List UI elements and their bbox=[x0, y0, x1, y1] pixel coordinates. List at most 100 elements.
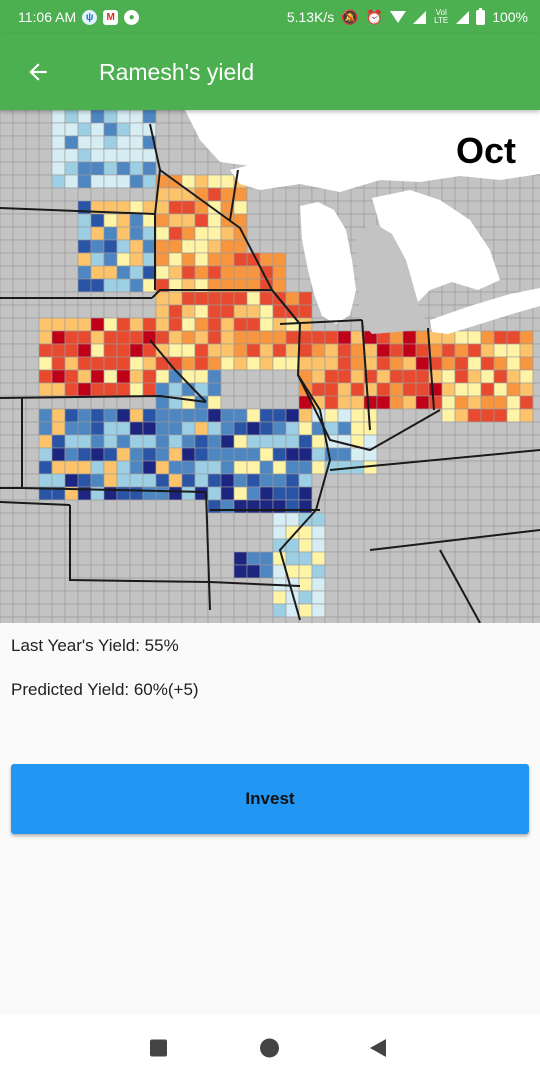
county-cell bbox=[350, 369, 365, 384]
county-cell bbox=[142, 200, 157, 215]
county-cell bbox=[363, 603, 378, 618]
county-cell bbox=[363, 616, 378, 623]
county-cell bbox=[233, 252, 248, 267]
county-cell bbox=[38, 447, 53, 462]
county-cell bbox=[363, 525, 378, 540]
county-cell bbox=[77, 278, 92, 293]
county-cell bbox=[12, 304, 27, 319]
county-cell bbox=[233, 382, 248, 397]
county-cell bbox=[233, 473, 248, 488]
county-cell bbox=[25, 226, 40, 241]
county-cell bbox=[207, 525, 222, 540]
county-cell bbox=[376, 369, 391, 384]
county-cell bbox=[467, 200, 482, 215]
county-cell bbox=[493, 382, 508, 397]
county-cell bbox=[402, 330, 417, 345]
county-cell bbox=[194, 577, 209, 592]
county-cell bbox=[90, 395, 105, 410]
county-cell bbox=[38, 434, 53, 449]
county-cell bbox=[12, 317, 27, 332]
county-cell bbox=[181, 512, 196, 527]
county-cell bbox=[25, 330, 40, 345]
county-cell bbox=[415, 551, 430, 566]
county-cell bbox=[181, 252, 196, 267]
county-cell bbox=[155, 616, 170, 623]
county-cell bbox=[51, 525, 66, 540]
county-cell bbox=[233, 239, 248, 254]
back-button[interactable] bbox=[0, 34, 76, 110]
county-cell bbox=[51, 174, 66, 189]
county-cell bbox=[493, 226, 508, 241]
county-cell bbox=[480, 603, 495, 618]
county-cell bbox=[12, 603, 27, 618]
county-cell bbox=[532, 174, 540, 189]
county-cell bbox=[233, 525, 248, 540]
county-cell bbox=[415, 525, 430, 540]
county-cell bbox=[532, 239, 540, 254]
county-cell bbox=[0, 174, 14, 189]
county-cell bbox=[103, 213, 118, 228]
county-cell bbox=[220, 356, 235, 371]
county-cell bbox=[64, 174, 79, 189]
county-cell bbox=[77, 330, 92, 345]
county-cell bbox=[220, 369, 235, 384]
county-cell bbox=[129, 512, 144, 527]
county-cell bbox=[350, 538, 365, 553]
county-cell bbox=[0, 265, 14, 280]
county-cell bbox=[38, 122, 53, 137]
county-cell bbox=[64, 538, 79, 553]
county-cell bbox=[12, 343, 27, 358]
county-cell bbox=[25, 213, 40, 228]
nav-back-button[interactable] bbox=[370, 1038, 386, 1057]
county-cell bbox=[142, 486, 157, 501]
county-cell bbox=[51, 161, 66, 176]
county-cell bbox=[181, 369, 196, 384]
county-cell bbox=[428, 304, 443, 319]
county-cell bbox=[38, 551, 53, 566]
county-cell bbox=[12, 564, 27, 579]
county-cell bbox=[532, 603, 540, 618]
invest-button[interactable]: Invest bbox=[11, 764, 529, 834]
county-cell bbox=[428, 434, 443, 449]
county-cell bbox=[12, 226, 27, 241]
county-cell bbox=[168, 382, 183, 397]
county-cell bbox=[467, 356, 482, 371]
county-cell bbox=[493, 473, 508, 488]
county-cell bbox=[519, 369, 534, 384]
county-cell bbox=[64, 110, 79, 124]
county-cell bbox=[467, 408, 482, 423]
county-cell bbox=[168, 590, 183, 605]
county-cell bbox=[350, 213, 365, 228]
county-cell bbox=[181, 200, 196, 215]
county-cell bbox=[181, 330, 196, 345]
county-cell bbox=[402, 343, 417, 358]
county-cell bbox=[77, 161, 92, 176]
county-cell bbox=[350, 564, 365, 579]
county-cell bbox=[519, 512, 534, 527]
county-cell bbox=[506, 382, 521, 397]
county-cell bbox=[220, 252, 235, 267]
county-cell bbox=[207, 408, 222, 423]
county-cell bbox=[181, 408, 196, 423]
county-cell bbox=[363, 408, 378, 423]
county-cell bbox=[64, 200, 79, 215]
county-cell bbox=[168, 525, 183, 540]
county-cell bbox=[259, 317, 274, 332]
home-button[interactable] bbox=[260, 1038, 279, 1057]
county-cell bbox=[103, 434, 118, 449]
county-cell bbox=[350, 343, 365, 358]
county-cell bbox=[298, 512, 313, 527]
county-cell bbox=[129, 200, 144, 215]
county-cell bbox=[0, 551, 14, 566]
county-cell bbox=[350, 616, 365, 623]
county-cell bbox=[155, 382, 170, 397]
battery-level: 100% bbox=[492, 9, 528, 25]
county-cell bbox=[272, 473, 287, 488]
county-cell bbox=[519, 551, 534, 566]
county-cell bbox=[0, 421, 14, 436]
county-cell bbox=[454, 603, 469, 618]
recents-button[interactable] bbox=[150, 1039, 167, 1056]
county-cell bbox=[493, 525, 508, 540]
county-cell bbox=[103, 343, 118, 358]
county-cell bbox=[142, 317, 157, 332]
